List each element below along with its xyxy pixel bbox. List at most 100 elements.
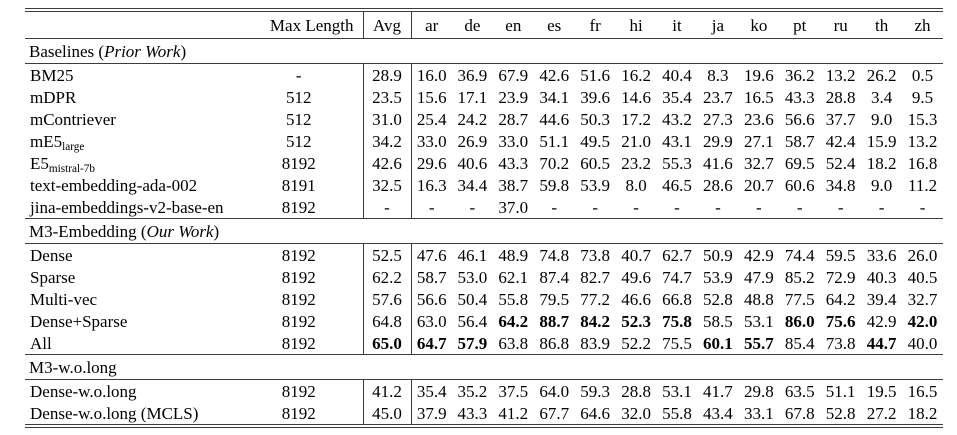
score-ko: 19.6 — [743, 65, 774, 85]
avg-value: 42.6 — [362, 152, 412, 174]
score-ko: - — [756, 197, 762, 217]
data-row: jina-embeddings-v2-base-en 8192- - -37.0- - -… — [25, 196, 943, 219]
data-row: E5mistral-7b 8192 42.6 29.6 40.6 43.3 70.2 60.5… — [25, 152, 943, 174]
score-hi: 21.0 — [621, 131, 651, 151]
header-cell-lang-pt: pt — [779, 11, 821, 39]
score-ja: 28.6 — [703, 175, 733, 195]
header-cell-model — [25, 11, 235, 39]
model-name: mContriever — [30, 109, 116, 129]
section-header-row: Baselines (Prior Work) — [25, 38, 943, 64]
score-ru: 28.8 — [825, 87, 856, 107]
score-ar: 15.6 — [416, 87, 447, 107]
score-fr: 50.3 — [580, 109, 611, 129]
score-pt: 85.2 — [784, 267, 815, 287]
score-es: 51.1 — [539, 131, 570, 151]
score-ru: 52.8 — [825, 403, 856, 423]
score-th: 18.2 — [866, 153, 897, 173]
score-fr: 51.6 — [580, 65, 611, 85]
score-de: 40.6 — [457, 153, 488, 173]
score-th: - — [878, 197, 885, 217]
score-en: 64.2 — [498, 311, 529, 331]
score-ko: 29.8 — [743, 381, 774, 401]
model-name: Dense-w.o.long — [30, 381, 137, 401]
model-name: Dense+Sparse — [30, 311, 128, 331]
score-zh: 26.0 — [907, 245, 938, 265]
model-name: Sparse — [30, 267, 76, 287]
header-cell-lang-hi: hi — [615, 11, 657, 39]
data-row: Multi-vec 8192 57.6 56.6 50.4 55.8 79.5 77.2 46.… — [25, 288, 943, 310]
score-pt: 67.8 — [784, 403, 815, 423]
score-th: 33.6 — [866, 245, 897, 265]
max-length-value: 8192 — [281, 197, 316, 217]
score-ru: 59.5 — [825, 245, 856, 265]
score-en: 38.7 — [498, 175, 529, 195]
score-ru: 13.2 — [825, 65, 856, 85]
score-de: 46.1 — [457, 245, 488, 265]
model-name: jina-embeddings-v2-base-en — [30, 197, 224, 217]
table-body: Baselines (Prior Work) BM25 - 28.9 16.0 36.9 6… — [25, 38, 943, 425]
score-de: 50.4 — [457, 289, 488, 309]
score-es: 86.8 — [539, 333, 570, 353]
score-en: 62.1 — [498, 267, 529, 287]
header-cell-lang-zh: zh — [902, 11, 943, 39]
score-th: 15.9 — [866, 131, 897, 151]
score-ar: 63.0 — [416, 311, 447, 331]
score-fr: 84.2 — [580, 311, 611, 331]
score-en: 63.8 — [498, 333, 529, 353]
score-it: 53.1 — [662, 381, 692, 401]
score-es: 70.2 — [539, 153, 570, 173]
score-hi: 40.7 — [621, 245, 651, 265]
data-row: All 8192 65.0 64.7 57.9 63.8 86.8 83.9 52.2 75.5 6… — [25, 332, 943, 355]
score-pt: 63.5 — [784, 381, 815, 401]
score-ar: 64.7 — [416, 333, 447, 353]
score-ko: 32.7 — [743, 153, 774, 173]
score-fr: 39.6 — [580, 87, 611, 107]
model-name: Dense-w.o.long (MCLS) — [30, 403, 199, 423]
score-de: 53.0 — [457, 267, 488, 287]
score-de: - — [469, 197, 476, 217]
score-pt: 43.3 — [784, 87, 815, 107]
score-ar: 16.0 — [416, 65, 447, 85]
data-row: Dense+Sparse 8192 64.8 63.0 56.4 64.2 88.7 84.2… — [25, 310, 943, 332]
score-zh: 9.5 — [911, 87, 934, 107]
score-it: 55.8 — [662, 403, 692, 423]
score-hi: 28.8 — [621, 381, 651, 401]
score-ar: - — [428, 197, 435, 217]
model-name: BM25 — [30, 65, 74, 85]
avg-value: 65.0 — [362, 332, 412, 355]
score-de: 24.2 — [457, 109, 488, 129]
score-hi: 14.6 — [621, 87, 651, 107]
score-ru: - — [837, 197, 844, 217]
score-de: 43.3 — [457, 403, 488, 423]
max-length-value: 8192 — [281, 245, 316, 265]
model-name: text-embedding-ada-002 — [30, 175, 198, 195]
score-th: 40.3 — [866, 267, 897, 287]
data-row: Dense-w.o.long (MCLS) 8192 45.0 37.9 43.3 41.… — [25, 402, 943, 425]
score-fr: 73.8 — [580, 245, 611, 265]
score-it: 35.4 — [662, 87, 692, 107]
score-fr: 60.5 — [580, 153, 611, 173]
score-zh: 13.2 — [907, 131, 938, 151]
score-ja: 53.9 — [703, 267, 733, 287]
score-ko: 20.7 — [743, 175, 774, 195]
score-ja: - — [715, 197, 721, 217]
score-zh: 40.5 — [907, 267, 938, 287]
avg-value: 62.2 — [362, 266, 412, 288]
section-title: M3-Embedding (Our Work) — [25, 218, 943, 244]
score-de: 36.9 — [457, 65, 488, 85]
header-cell-lang-th: th — [861, 11, 903, 39]
score-th: 19.5 — [866, 381, 897, 401]
section-header-row: M3-Embedding (Our Work) — [25, 218, 943, 244]
score-en: 67.9 — [498, 65, 529, 85]
score-ja: 43.4 — [703, 403, 733, 423]
score-hi: 16.2 — [621, 65, 651, 85]
max-length-value: 512 — [286, 109, 312, 129]
score-es: 34.1 — [539, 87, 570, 107]
score-en: 33.0 — [498, 131, 529, 151]
max-length-value: 8192 — [281, 153, 316, 173]
score-pt: 74.4 — [784, 245, 815, 265]
score-ar: 25.4 — [416, 109, 447, 129]
avg-value: 41.2 — [362, 379, 412, 402]
score-es: - — [551, 197, 558, 217]
score-it: 75.5 — [662, 333, 692, 353]
